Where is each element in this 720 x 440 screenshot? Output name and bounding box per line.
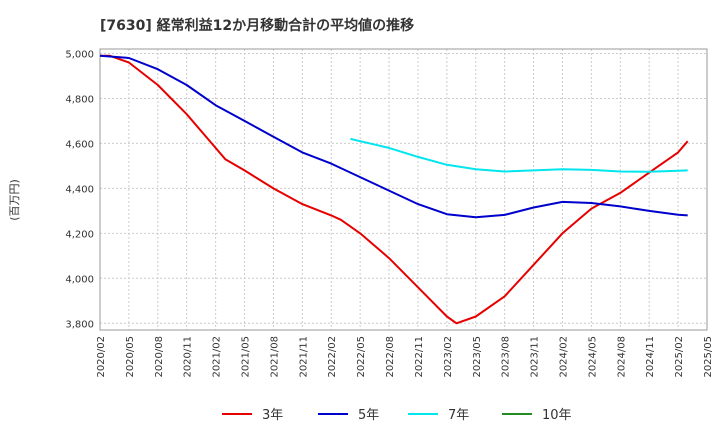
x-tick-label: 2025/05 [703,336,714,378]
x-tick-label: 2022/11 [414,336,425,378]
x-tick-label: 2023/11 [530,336,541,378]
legend-label: 3年 [262,408,283,423]
x-tick-label: 2020/05 [125,336,136,378]
x-tick-label: 2023/05 [472,336,483,378]
y-tick-label: 3,800 [65,319,94,330]
x-tick-label: 2021/02 [212,336,223,378]
y-tick-label: 4,000 [65,274,94,285]
y-tick-label: 4,200 [65,229,94,240]
x-tick-label: 2020/11 [183,336,194,378]
x-tick-label: 2020/02 [96,336,107,378]
legend-label: 10年 [542,408,572,423]
x-tick-label: 2025/02 [674,336,685,378]
x-tick-label: 2024/05 [587,336,598,378]
x-tick-label: 2023/02 [443,336,454,378]
legend: 3年 5年 7年 10年 [222,408,572,423]
y-axis-label: (百万円) [8,179,21,221]
x-tick-label: 2022/05 [356,336,367,378]
legend-label: 5年 [358,408,379,423]
x-axis: 2020/02 2020/05 2020/08 2020/11 2021/02 2021/… [96,336,714,378]
series-line [350,137,688,173]
series-lines [99,54,689,325]
chart-title: [7630] 経常利益12か月移動合計の平均値の推移 [100,17,414,34]
x-tick-label: 2023/08 [501,336,512,378]
x-tick-label: 2022/08 [385,336,396,378]
y-tick-label: 5,000 [65,49,94,60]
y-tick-label: 4,800 [65,94,94,105]
x-tick-label: 2020/08 [154,336,165,378]
x-tick-label: 2021/11 [298,336,309,378]
x-tick-label: 2022/02 [327,336,338,378]
y-tick-label: 4,600 [65,139,94,150]
x-tick-label: 2021/08 [269,336,280,378]
grid [99,49,708,330]
plot-frame [99,48,708,331]
x-tick-label: 2024/11 [645,336,656,378]
y-axis: 3,800 4,000 4,200 4,400 4,600 4,800 5,000 [65,49,94,330]
x-tick-label: 2024/02 [558,336,569,378]
legend-label: 7年 [448,408,469,423]
series-line [100,54,689,325]
series-line [99,54,688,219]
x-tick-label: 2021/05 [241,336,252,378]
y-tick-label: 4,400 [65,184,94,195]
x-tick-label: 2024/08 [616,336,627,378]
